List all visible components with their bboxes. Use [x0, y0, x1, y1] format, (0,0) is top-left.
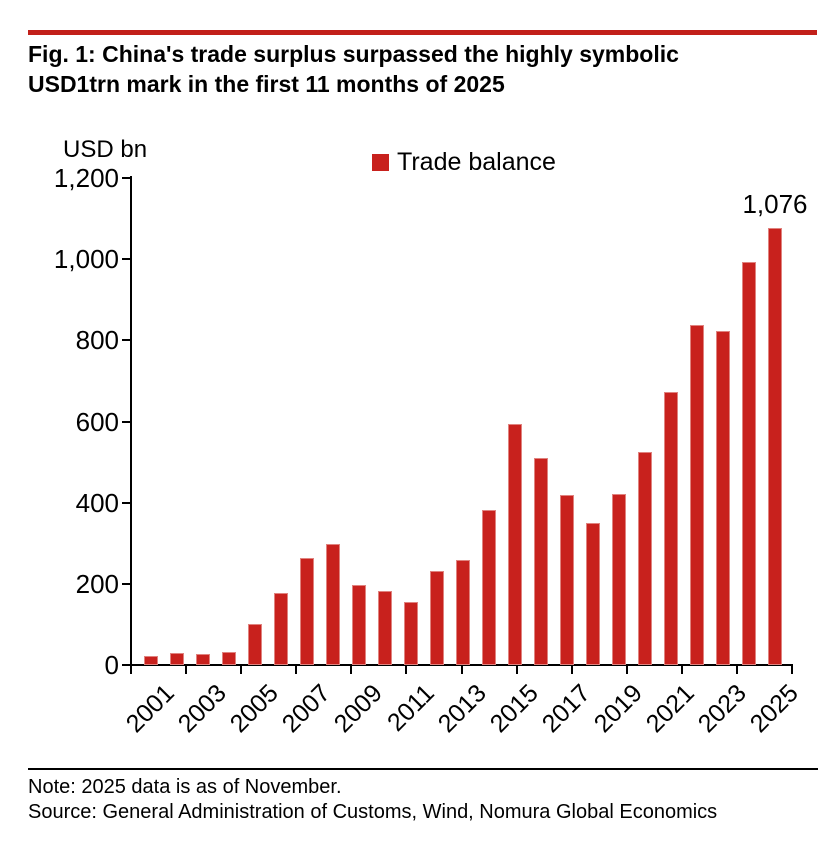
y-axis-line	[130, 176, 132, 665]
y-tick-label-200: 200	[75, 568, 119, 599]
y-tick-mark-1000	[122, 258, 131, 261]
x-tick-mark-10	[680, 665, 683, 674]
bar-2008	[326, 544, 340, 665]
x-tick-label-2017: 2017	[536, 679, 596, 739]
x-tick-label-2023: 2023	[692, 679, 752, 739]
bar-2017	[560, 494, 574, 665]
bar-2010	[378, 591, 392, 665]
x-tick-label-2003: 2003	[172, 679, 232, 739]
bar-annotation: 1,076	[742, 189, 808, 220]
bar-2021	[664, 392, 678, 665]
y-axis-unit-label: USD bn	[63, 136, 148, 163]
legend-marker-icon	[372, 154, 389, 171]
bar-2002	[170, 652, 184, 665]
y-tick-mark-400	[122, 501, 131, 504]
x-tick-mark-8	[570, 665, 573, 674]
x-tick-mark-1	[185, 665, 188, 674]
figure-title-line-1: Fig. 1: China's trade surplus surpassed …	[28, 41, 679, 67]
x-tick-label-2013: 2013	[432, 679, 492, 739]
y-tick-mark-800	[122, 339, 131, 342]
legend-label-trade-balance: Trade balance	[397, 148, 556, 176]
bar-2022	[690, 324, 704, 665]
bar-2023	[716, 330, 730, 665]
bar-2024	[742, 262, 756, 665]
x-tick-mark-9	[625, 665, 628, 674]
bar-2014	[482, 509, 496, 665]
footer-divider-rule	[28, 768, 818, 770]
y-tick-mark-200	[122, 582, 131, 585]
bar-2001	[144, 655, 158, 665]
x-tick-label-2009: 2009	[328, 679, 388, 739]
x-tick-mark-5	[405, 665, 408, 674]
bar-2025	[768, 228, 782, 665]
x-tick-mark-6	[460, 665, 463, 674]
figure-title: Fig. 1: China's trade surplus surpassed …	[28, 39, 679, 99]
x-tick-label-2015: 2015	[484, 679, 544, 739]
x-tick-mark-7	[515, 665, 518, 674]
bar-2007	[300, 557, 314, 665]
x-tick-label-2019: 2019	[588, 679, 648, 739]
y-tick-label-800: 800	[75, 325, 119, 356]
bar-2006	[274, 592, 288, 665]
bar-2003	[196, 654, 210, 665]
bar-2011	[404, 602, 418, 665]
x-tick-label-2005: 2005	[224, 679, 284, 739]
x-tick-mark-3	[295, 665, 298, 674]
bar-2009	[352, 585, 366, 665]
x-tick-mark-4	[350, 665, 353, 674]
bar-2018	[586, 522, 600, 665]
y-tick-mark-600	[122, 420, 131, 423]
x-tick-label-2025: 2025	[744, 679, 804, 739]
figure-title-line-2: USD1trn mark in the first 11 months of 2…	[28, 71, 505, 97]
bar-2005	[248, 623, 262, 665]
bar-2004	[222, 652, 236, 665]
y-tick-mark-1200	[122, 177, 131, 179]
x-tick-label-2011: 2011	[381, 679, 440, 737]
top-accent-rule	[28, 30, 817, 35]
bar-2015	[508, 423, 522, 665]
chart-legend: Trade balance	[372, 148, 556, 177]
x-tick-label-2007: 2007	[276, 679, 336, 739]
y-tick-label-600: 600	[75, 406, 119, 437]
x-tick-label-2021: 2021	[640, 679, 700, 739]
y-tick-mark-0	[122, 664, 131, 666]
bar-2020	[638, 452, 652, 665]
bar-2016	[534, 458, 548, 665]
y-tick-label-1200: 1,200	[53, 163, 119, 193]
source-text: Source: General Administration of Custom…	[28, 801, 718, 823]
note-text: Note: 2025 data is as of November.	[28, 776, 342, 798]
x-tick-mark-2	[240, 665, 243, 674]
bar-2013	[456, 559, 470, 665]
x-tick-mark-11	[735, 665, 738, 674]
y-tick-label-400: 400	[75, 487, 119, 518]
x-tick-mark-12	[791, 665, 793, 674]
x-tick-mark-0	[130, 665, 132, 674]
y-tick-label-1000: 1,000	[53, 244, 119, 275]
y-tick-label-0: 0	[104, 650, 119, 680]
x-tick-label-2001: 2001	[120, 679, 180, 739]
bar-2012	[430, 571, 444, 665]
bar-2019	[612, 494, 626, 665]
